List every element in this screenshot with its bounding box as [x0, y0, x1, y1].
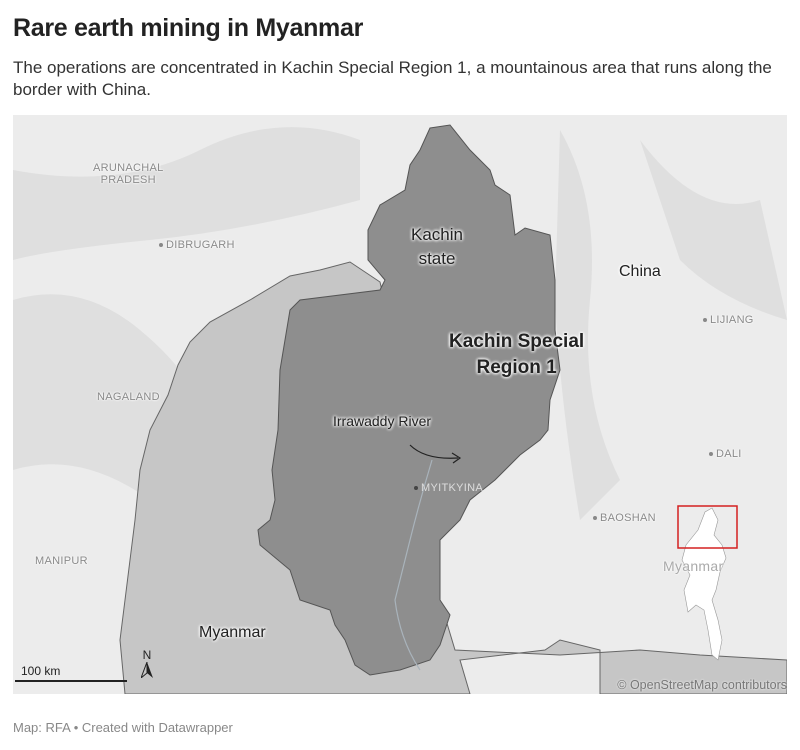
- label-text: DIBRUGARH: [166, 239, 235, 251]
- label-nagaland: NAGALAND: [97, 391, 160, 403]
- label-kachin-special-region-1: Kachin Special Region 1: [449, 331, 585, 378]
- city-dot-icon: [414, 486, 418, 491]
- label-kachin-state: Kachin state: [411, 225, 463, 268]
- city-dot-icon: [709, 452, 713, 457]
- label-lijiang: LIJIANG: [703, 314, 754, 326]
- city-dot-icon: [159, 243, 163, 248]
- label-china: China: [619, 263, 661, 280]
- label-dali: DALI: [709, 448, 742, 460]
- inset-highlight-box: [677, 505, 738, 549]
- scale-bar: 100 km: [15, 662, 127, 682]
- label-text: LIJIANG: [710, 314, 754, 326]
- label-text: BAOSHAN: [600, 512, 656, 524]
- label-manipur: MANIPUR: [35, 555, 88, 567]
- inset-myanmar: [681, 507, 727, 661]
- north-label: N: [142, 648, 152, 662]
- label-text: DALI: [716, 448, 742, 460]
- city-dot-icon: [593, 516, 597, 521]
- arrow-head: [451, 452, 462, 464]
- label-text: MYITKYINA: [421, 482, 483, 494]
- scale-bar-label: 100 km: [21, 664, 61, 678]
- label-arunachal-pradesh: ARUNACHAL PRADESH: [93, 162, 164, 186]
- label-baoshan: BAOSHAN: [593, 512, 656, 524]
- chart-title: Rare earth mining in Myanmar: [13, 14, 364, 42]
- city-dot-icon: [703, 318, 707, 323]
- map-attribution[interactable]: © OpenStreetMap contributors: [617, 678, 787, 692]
- north-arrow-icon: N: [139, 648, 154, 681]
- footer-credit: Map: RFA • Created with Datawrapper: [13, 720, 233, 735]
- kachin-special-region-1: [257, 124, 561, 676]
- chart-subtitle: The operations are concentrated in Kachi…: [13, 58, 772, 99]
- river-arrow: [409, 444, 459, 459]
- inset-label-myanmar: Myanmar: [663, 558, 724, 574]
- label-dibrugarh: DIBRUGARH: [159, 239, 235, 251]
- label-myitkyina: MYITKYINA: [414, 482, 483, 494]
- label-irrawaddy-river: Irrawaddy River: [333, 413, 432, 429]
- label-myanmar: Myanmar: [199, 624, 266, 641]
- map[interactable]: ARUNACHAL PRADESH DIBRUGARH NAGALAND MAN…: [13, 115, 787, 694]
- map-canvas: [13, 115, 787, 694]
- irrawaddy-river-line: [394, 459, 433, 671]
